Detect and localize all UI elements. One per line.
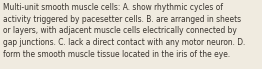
Text: Multi-unit smooth muscle cells: A. show rhythmic cycles of
activity triggered by: Multi-unit smooth muscle cells: A. show … xyxy=(3,3,245,59)
